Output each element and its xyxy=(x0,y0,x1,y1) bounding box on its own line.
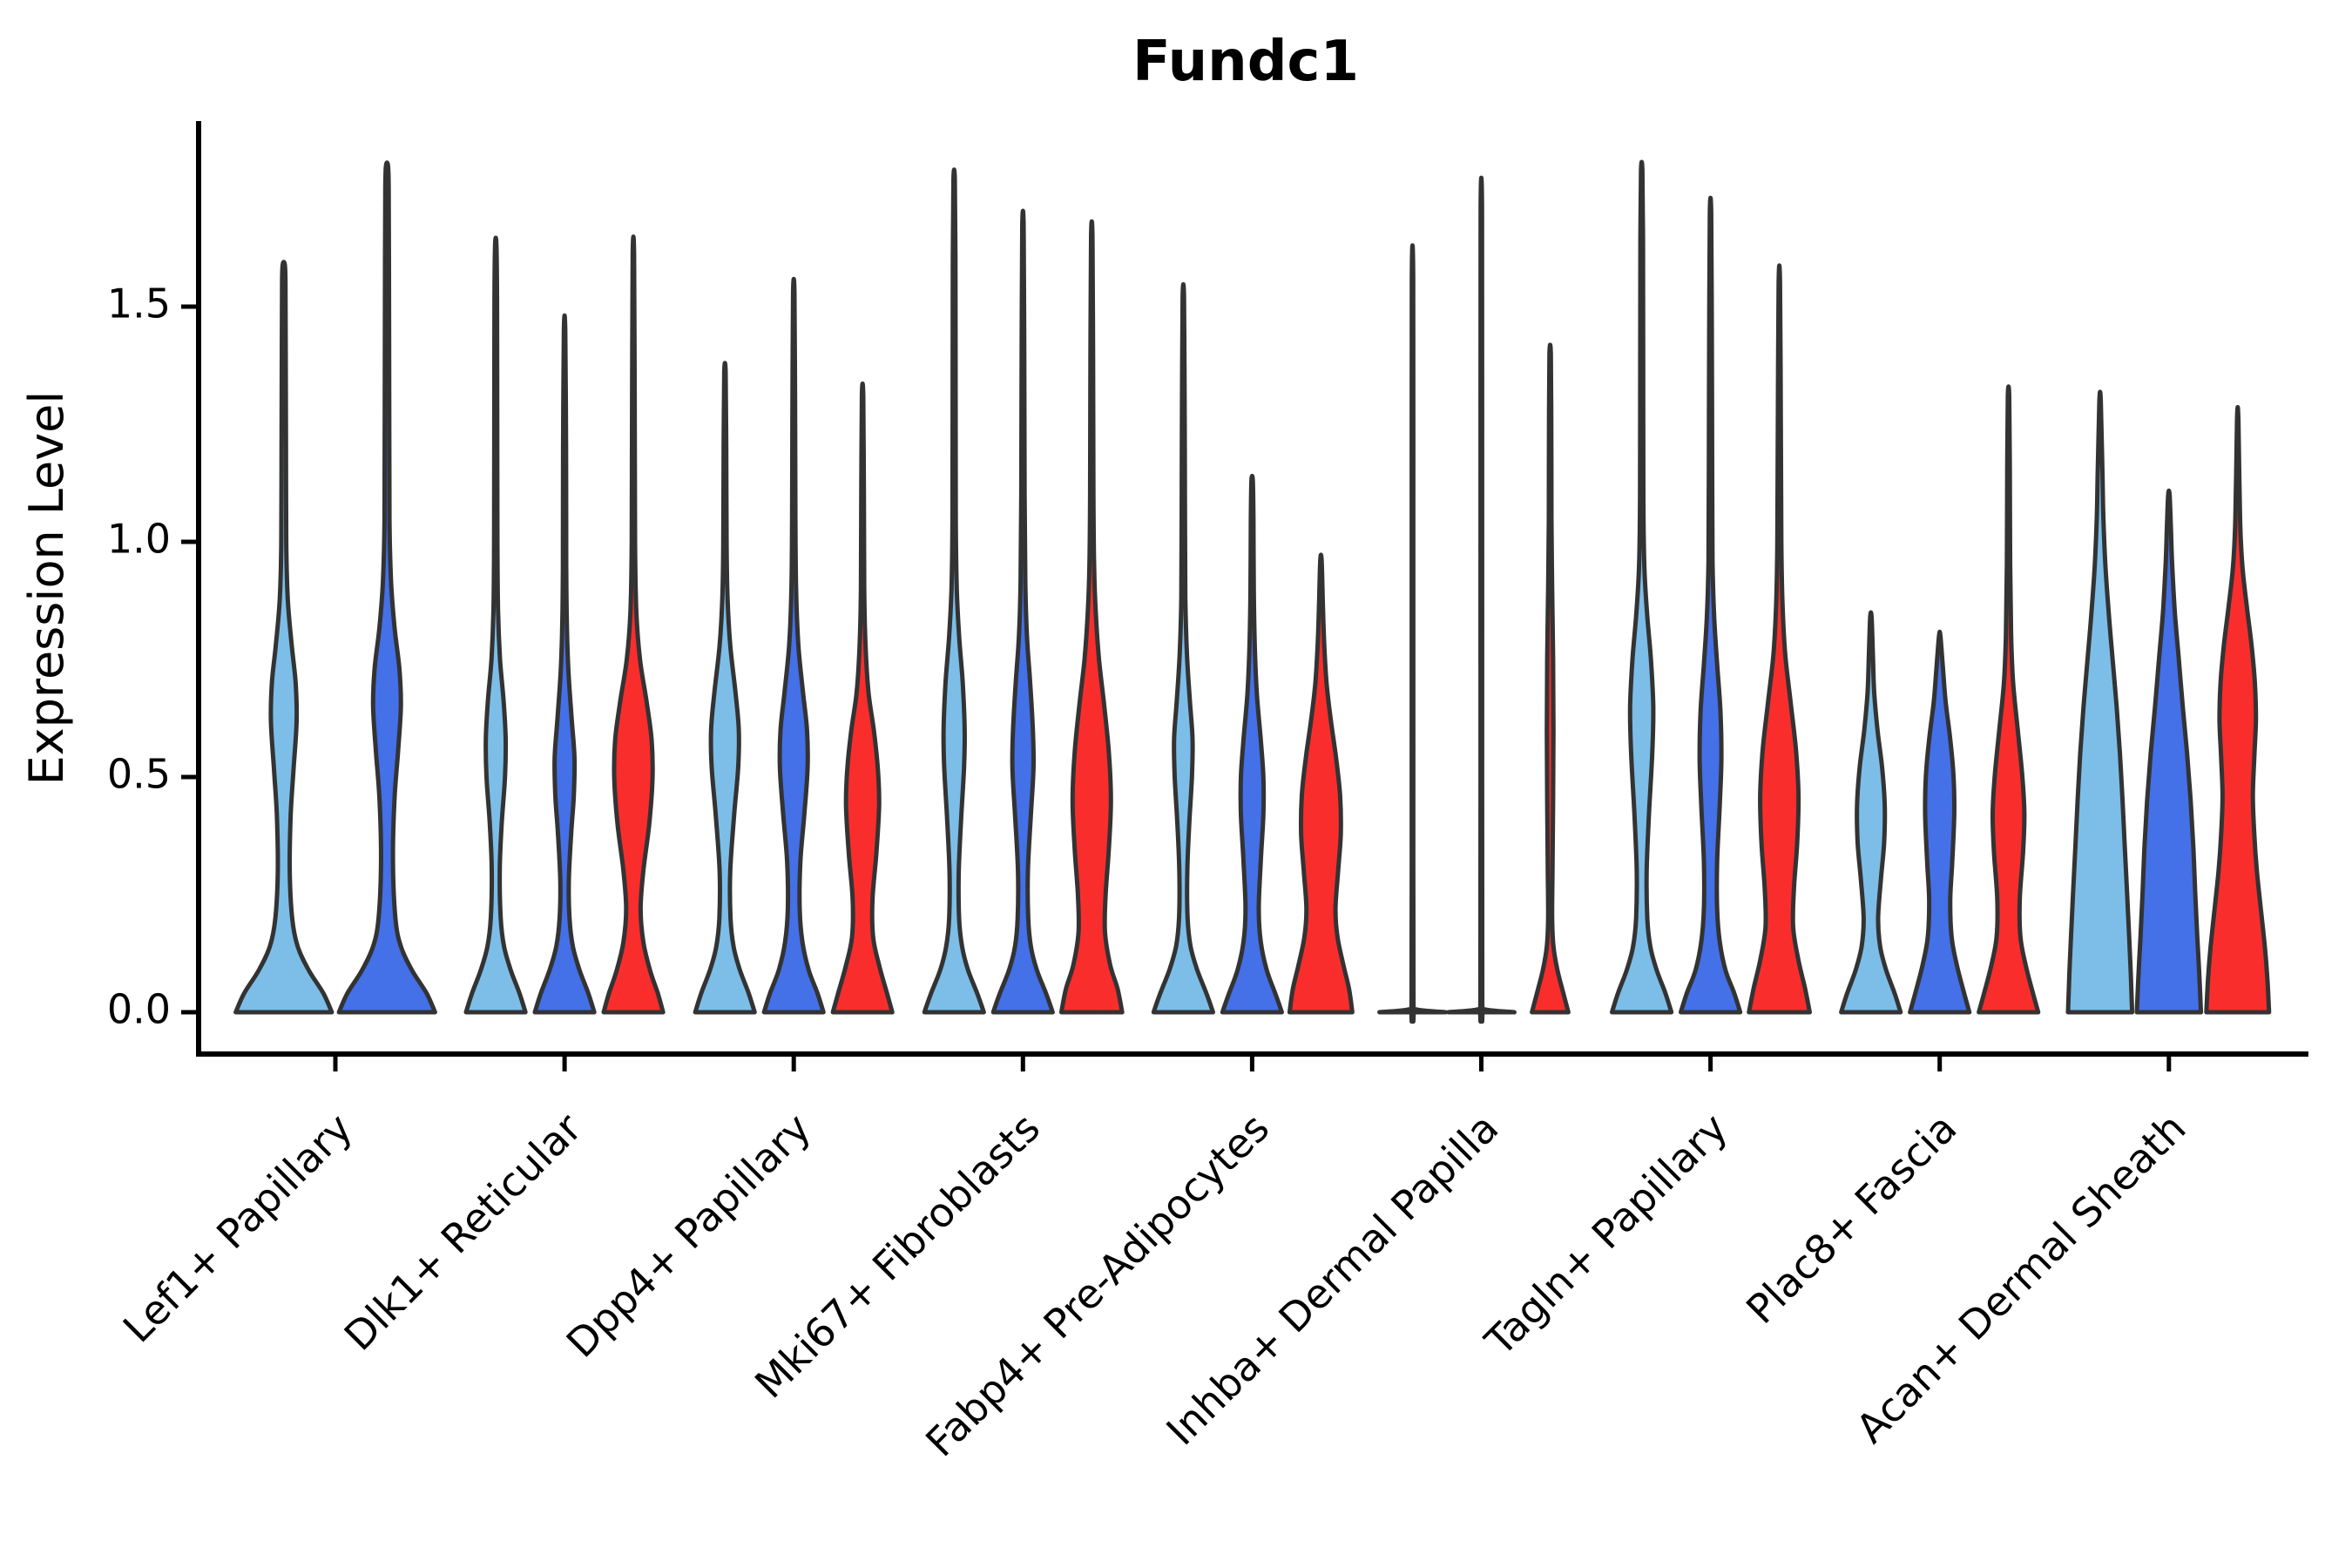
violin-fabp4-pre-adipocytes-lightblue xyxy=(1151,281,1215,1015)
violin-mki67-fibroblasts-lightblue xyxy=(922,167,986,1015)
violin-mki67-fibroblasts-red xyxy=(1058,219,1125,1015)
violin-dlk1-reticular-royalblue xyxy=(532,313,597,1015)
violin-plac8-fascia-royalblue xyxy=(1908,629,1972,1015)
violin-tagln-papillary-royalblue xyxy=(1679,195,1743,1015)
violin-inhba-dermal-papilla-red xyxy=(1530,342,1571,1015)
violin-plac8-fascia-lightblue xyxy=(1839,610,1903,1015)
violin-acan-dermal-sheath-lightblue xyxy=(2065,389,2135,1015)
violin-plac8-fascia-red xyxy=(1977,384,2041,1015)
violin-fabp4-pre-adipocytes-royalblue xyxy=(1220,473,1284,1015)
violin-dpp4-papillary-royalblue xyxy=(761,276,826,1015)
violin-fabp4-pre-adipocytes-red xyxy=(1287,552,1355,1015)
y-tick-label: 0.5 xyxy=(107,751,171,798)
y-tick-label: 0.0 xyxy=(107,986,171,1033)
chart-title: Fundc1 xyxy=(1132,30,1359,94)
violin-dlk1-reticular-lightblue xyxy=(463,235,528,1015)
violin-dlk1-reticular-red xyxy=(601,234,666,1015)
violin-inhba-dermal-papilla-lightblue xyxy=(1377,243,1448,1024)
violin-lef1-papillary-lightblue xyxy=(233,260,335,1015)
y-tick-label: 1.5 xyxy=(107,280,171,328)
violin-tagln-papillary-lightblue xyxy=(1610,159,1674,1015)
violin-tagln-papillary-red xyxy=(1747,263,1812,1015)
violin-dpp4-papillary-lightblue xyxy=(693,361,757,1015)
violin-acan-dermal-sheath-royalblue xyxy=(2134,488,2204,1015)
violin-acan-dermal-sheath-red xyxy=(2204,404,2272,1015)
y-axis-label: Expression Level xyxy=(19,391,74,786)
violin-dpp4-papillary-red xyxy=(830,381,895,1015)
violin-lef1-papillary-royalblue xyxy=(336,160,437,1015)
violin-inhba-dermal-papilla-royalblue xyxy=(1446,175,1517,1024)
violin-mki67-fibroblasts-royalblue xyxy=(990,208,1055,1015)
y-tick-label: 1.0 xyxy=(107,516,171,563)
